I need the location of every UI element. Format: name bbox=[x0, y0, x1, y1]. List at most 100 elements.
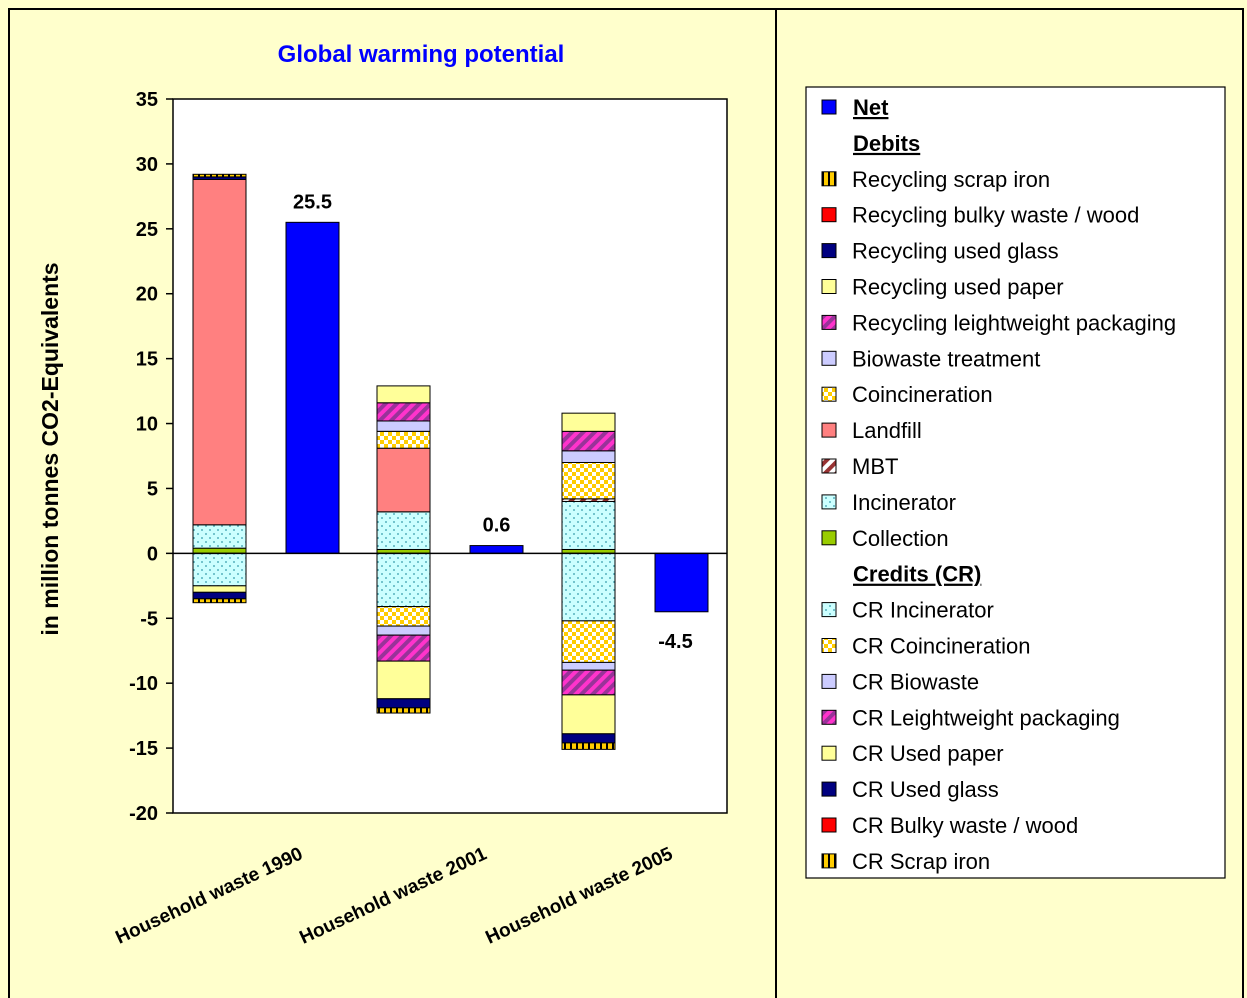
legend-swatch-cr-used-glass bbox=[821, 781, 837, 797]
legend-label: Landfill bbox=[852, 418, 922, 443]
legend-swatch-cr-biowaste bbox=[821, 673, 837, 689]
panel-divider bbox=[775, 8, 777, 998]
legend-label: Net bbox=[853, 95, 889, 120]
bar-segment-landfill bbox=[376, 447, 431, 513]
y-tick-label: 25 bbox=[136, 219, 158, 241]
x-tick-label: Household waste 1990 bbox=[113, 843, 307, 948]
bar-segment-cr-biowaste bbox=[561, 661, 616, 671]
bar-segment-collection bbox=[192, 547, 247, 554]
legend: Net Debits Recycling scrap iron Recycling b… bbox=[821, 95, 1176, 874]
legend-label: MBT bbox=[852, 454, 898, 479]
bar-segment-biowaste-treatment bbox=[561, 450, 616, 463]
legend-label: Recycling used glass bbox=[852, 239, 1059, 264]
legend-swatch-coincineration bbox=[821, 386, 837, 402]
legend-label: Recycling leightweight packaging bbox=[852, 310, 1176, 335]
bar-net bbox=[285, 221, 340, 554]
bar-net bbox=[654, 552, 709, 613]
chart-title: Global warming potential bbox=[278, 41, 565, 68]
bar-segment-recycling-leightweight-packaging bbox=[561, 430, 616, 452]
bar-segment-cr-used-glass bbox=[561, 733, 616, 744]
bar-segment-cr-leightweight-packaging bbox=[561, 669, 616, 696]
legend-label: Biowaste treatment bbox=[852, 346, 1040, 371]
bar-segment-cr-scrap-iron bbox=[376, 707, 431, 714]
bar-segment-cr-scrap-iron bbox=[561, 742, 616, 750]
legend-swatch-cr-incinerator bbox=[821, 602, 837, 618]
legend-swatch-cr-bulky-waste-wood bbox=[821, 817, 837, 833]
y-tick-label: 20 bbox=[136, 284, 158, 306]
legend-swatch-net bbox=[821, 99, 837, 115]
legend-label: CR Used paper bbox=[852, 741, 1004, 766]
bar-segment-cr-scrap-iron bbox=[192, 598, 247, 604]
bar-segment-cr-used-paper bbox=[192, 585, 247, 593]
bar-segment-cr-coincineration bbox=[561, 620, 616, 663]
net-labels: 25.5 0.6 -4.5 bbox=[293, 191, 693, 652]
bar-segment-cr-used-glass bbox=[192, 591, 247, 600]
plot-area bbox=[172, 98, 728, 814]
y-tick-label: 35 bbox=[136, 89, 158, 111]
bar-segment-cr-incinerator bbox=[561, 552, 616, 622]
legend-label: Collection bbox=[852, 526, 949, 551]
legend-label: CR Incinerator bbox=[852, 598, 994, 623]
bar-segment-recycling-leightweight-packaging bbox=[376, 402, 431, 422]
bar-segment-cr-used-paper bbox=[376, 660, 431, 700]
legend-label: Coincineration bbox=[852, 382, 993, 407]
bar-segment-cr-used-paper bbox=[561, 694, 616, 735]
bar-segment-cr-coincineration bbox=[376, 606, 431, 627]
legend-label: Recycling used paper bbox=[852, 275, 1064, 300]
legend-label: CR Bulky waste / wood bbox=[852, 813, 1078, 838]
bar-segment-recycling-used-paper bbox=[561, 412, 616, 432]
bar-segment-landfill bbox=[192, 178, 247, 526]
legend-label: Recycling scrap iron bbox=[852, 167, 1050, 192]
legend-swatch-mbt bbox=[821, 458, 837, 474]
legend-swatch-biowaste-treatment bbox=[821, 350, 837, 366]
legend-swatch-cr-used-paper bbox=[821, 745, 837, 761]
bar-segment-cr-used-glass bbox=[376, 698, 431, 709]
bar-segment-incinerator bbox=[561, 500, 616, 550]
bar-segment-recycling-used-paper bbox=[376, 385, 431, 404]
legend-swatch-landfill bbox=[821, 422, 837, 438]
legend-swatch-recycling-used-paper bbox=[821, 279, 837, 294]
bar-segment-cr-leightweight-packaging bbox=[376, 634, 431, 662]
legend-label: Debits bbox=[853, 131, 920, 156]
y-tick-label: -15 bbox=[129, 738, 158, 760]
legend-swatch-incinerator bbox=[821, 494, 837, 510]
data-label-net: 25.5 bbox=[293, 191, 332, 213]
legend-swatch-recycling-used-glass bbox=[821, 243, 837, 259]
x-tick-label: Household waste 2005 bbox=[483, 843, 677, 948]
bar-segment-incinerator bbox=[376, 511, 431, 550]
legend-swatch-recycling-leightweight-packaging bbox=[821, 314, 837, 330]
legend-swatch-cr-coincineration bbox=[821, 638, 837, 653]
y-tick-label: 5 bbox=[147, 478, 158, 500]
legend-swatch-cr-leightweight-packaging bbox=[821, 709, 837, 725]
legend-label: CR Used glass bbox=[852, 777, 999, 802]
y-tick-label: -5 bbox=[140, 608, 158, 630]
y-axis: 35 30 25 20 15 10 5 0 -5 -10 -15 -20 bbox=[129, 89, 173, 825]
legend-label: CR Biowaste bbox=[852, 669, 979, 694]
bar-segment-coincineration bbox=[376, 430, 431, 449]
y-tick-label: 15 bbox=[136, 349, 158, 371]
y-tick-label: -10 bbox=[129, 673, 158, 695]
y-tick-label: 30 bbox=[136, 154, 158, 176]
legend-label: Incinerator bbox=[852, 490, 956, 515]
legend-label: CR Leightweight packaging bbox=[852, 705, 1120, 730]
x-tick-label: Household waste 2001 bbox=[297, 843, 491, 948]
legend-swatch-recycling-scrap-iron bbox=[821, 171, 837, 187]
legend-box bbox=[805, 86, 1226, 879]
legend-swatch-collection bbox=[821, 530, 837, 546]
bar-segment-coincineration bbox=[561, 461, 616, 500]
bar-segment-recycling-scrap-iron bbox=[192, 173, 247, 178]
data-label-net: -4.5 bbox=[658, 631, 692, 653]
legend-swatch-cr-scrap-iron bbox=[821, 853, 837, 869]
y-tick-label: 10 bbox=[136, 414, 158, 436]
legend-label: Recycling bulky waste / wood bbox=[852, 203, 1139, 228]
legend-label: CR Coincineration bbox=[852, 634, 1031, 659]
bar-net bbox=[469, 545, 524, 554]
bar-segment-biowaste-treatment bbox=[376, 420, 431, 432]
bars bbox=[192, 173, 709, 750]
legend-swatch-recycling-bulky-waste-wood bbox=[821, 207, 837, 223]
legend-label: Credits (CR) bbox=[853, 562, 981, 587]
y-tick-label: -20 bbox=[129, 803, 158, 825]
y-tick-label: 0 bbox=[147, 543, 158, 565]
